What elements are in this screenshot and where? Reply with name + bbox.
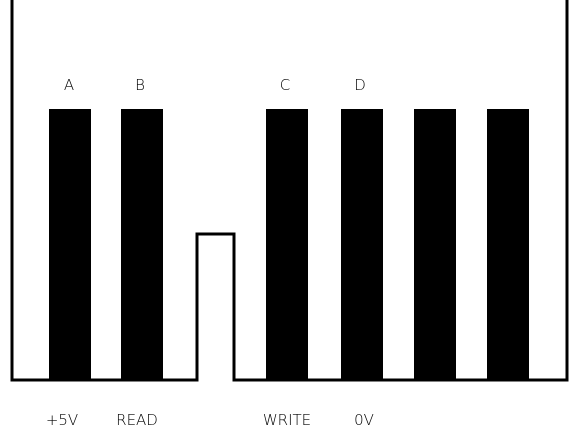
- signal-label-write: WRITE: [263, 411, 311, 429]
- contact-pin-7: [487, 109, 529, 380]
- contact-pin-5: [341, 109, 383, 380]
- contact-pin-6: [414, 109, 456, 380]
- contact-pin-4: [266, 109, 308, 380]
- pin-label-d: D: [354, 76, 366, 94]
- contact-pin-2: [121, 109, 163, 380]
- pin-label-c: C: [280, 76, 290, 94]
- signal-label-0v: 0V: [354, 411, 374, 429]
- pin-label-a: A: [64, 76, 74, 94]
- signal-label-read: READ: [116, 411, 158, 429]
- signal-label-5v: +5V: [46, 411, 78, 429]
- pin-label-b: B: [135, 76, 145, 94]
- contact-pin-1: [49, 109, 91, 380]
